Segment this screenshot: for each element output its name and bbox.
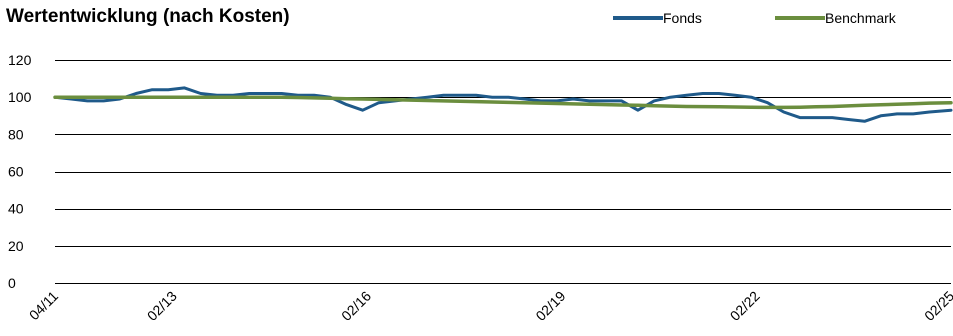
y-tick-label: 80 [8,126,24,142]
y-tick-label: 60 [8,164,24,180]
chart-title: Wertentwicklung (nach Kosten) [6,6,290,27]
x-tick-label: 02/22 [727,288,763,324]
x-tick-label: 02/13 [144,288,180,324]
y-tick-label: 100 [8,89,32,105]
gridlines [55,60,951,284]
y-tick-label: 120 [8,52,32,68]
y-tick-label: 0 [8,275,16,291]
x-tick-label: 02/19 [532,288,568,324]
x-tick-label: 02/16 [338,288,374,324]
legend-label-fonds: Fonds [663,10,702,26]
series-line-fonds [53,86,953,123]
x-tick-label: 04/11 [26,288,62,324]
legend: Fonds Benchmark [613,10,897,26]
legend-label-benchmark: Benchmark [825,10,897,26]
y-tick-label: 40 [8,201,24,217]
series-line-benchmark [53,95,953,110]
y-axis-ticks: 0 20 40 60 80 100 120 [8,52,32,291]
x-tick-label: 02/25 [921,288,953,324]
y-tick-label: 20 [8,238,24,254]
series-lines [53,86,953,123]
x-axis-ticks: 04/11 02/13 02/16 02/19 02/22 02/25 [26,288,953,324]
